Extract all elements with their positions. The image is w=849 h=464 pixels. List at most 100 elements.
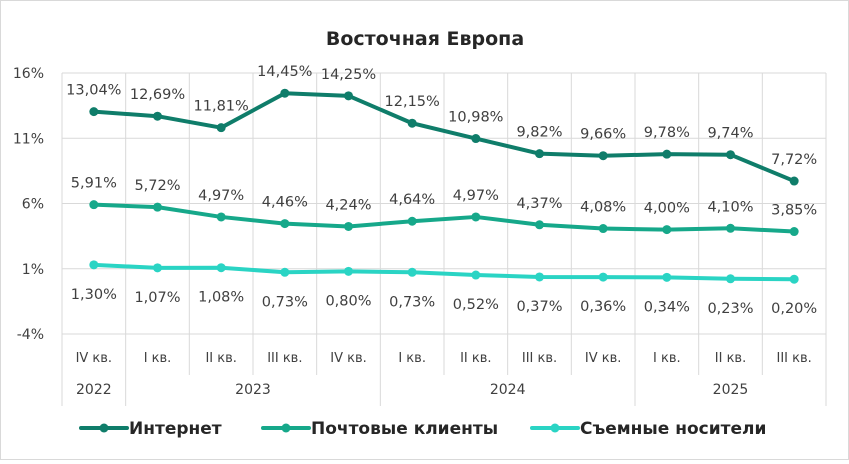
data-point xyxy=(89,107,99,117)
data-point xyxy=(726,223,735,233)
legend-label: Съемные носители xyxy=(580,419,766,439)
x-tick-label: IV кв. xyxy=(76,351,113,366)
data-point xyxy=(153,263,162,273)
data-point xyxy=(280,267,290,277)
y-tick-label: 6% xyxy=(22,197,44,213)
data-label: 1,08% xyxy=(198,290,244,306)
data-label: 4,37% xyxy=(516,196,562,212)
data-point xyxy=(535,272,544,282)
data-point xyxy=(407,216,417,226)
data-point xyxy=(535,149,544,159)
data-label: 0,80% xyxy=(325,293,371,309)
data-label: 4,97% xyxy=(453,188,499,204)
data-point xyxy=(662,149,672,159)
chart-title: Восточная Европа xyxy=(326,28,524,50)
data-label: 4,10% xyxy=(707,199,753,215)
data-point xyxy=(598,272,608,282)
x-tick-label: II кв. xyxy=(715,351,746,366)
data-label: 0,52% xyxy=(453,297,499,313)
data-point xyxy=(789,227,799,237)
data-label: 0,34% xyxy=(644,299,690,315)
data-label: 9,66% xyxy=(580,127,626,143)
data-point xyxy=(471,134,481,144)
x-tick-label: IV кв. xyxy=(330,351,367,366)
data-label: 14,45% xyxy=(257,64,312,80)
data-label: 12,15% xyxy=(385,94,440,110)
x-tick-label: I кв. xyxy=(144,351,172,366)
legend-label: Почтовые клиенты xyxy=(311,419,498,439)
data-point xyxy=(280,219,290,229)
x-tick-label: III кв. xyxy=(267,351,302,366)
x-tick-label: I кв. xyxy=(398,351,426,366)
data-point xyxy=(344,221,353,231)
data-label: 5,91% xyxy=(71,176,117,192)
data-label: 10,98% xyxy=(448,110,503,126)
x-tick-label: II кв. xyxy=(460,351,491,366)
data-point xyxy=(789,176,799,186)
data-point xyxy=(535,220,544,230)
data-point xyxy=(789,274,799,284)
data-label: 0,20% xyxy=(771,301,817,317)
data-point xyxy=(471,212,481,222)
data-point xyxy=(344,91,353,101)
data-label: 0,37% xyxy=(516,299,562,315)
data-label: 4,00% xyxy=(644,201,690,217)
data-label: 13,04% xyxy=(66,83,121,99)
legend-label: Интернет xyxy=(129,419,222,439)
x-tick-label: II кв. xyxy=(205,351,236,366)
data-label: 9,78% xyxy=(644,125,690,141)
data-point xyxy=(471,270,481,280)
data-label: 12,69% xyxy=(130,87,185,103)
legend-marker xyxy=(281,423,291,433)
data-label: 1,30% xyxy=(71,287,117,303)
year-label: 2023 xyxy=(235,382,271,398)
data-point xyxy=(89,260,99,270)
data-point xyxy=(216,212,226,222)
data-point xyxy=(407,118,417,128)
legend-item: Интернет xyxy=(79,419,222,439)
data-point xyxy=(216,263,226,273)
y-tick-label: -4% xyxy=(17,327,44,343)
legend-marker xyxy=(550,423,560,433)
legend-item: Почтовые клиенты xyxy=(261,419,498,439)
data-point xyxy=(344,266,353,276)
year-label: 2025 xyxy=(713,382,749,398)
data-label: 4,24% xyxy=(325,197,371,213)
data-point xyxy=(216,123,226,133)
data-label: 7,72% xyxy=(771,152,817,168)
data-point xyxy=(598,224,608,234)
data-point xyxy=(407,267,417,277)
data-point xyxy=(280,88,290,98)
data-label: 0,36% xyxy=(580,299,626,315)
year-label: 2022 xyxy=(76,382,112,398)
data-label: 4,97% xyxy=(198,188,244,204)
data-point xyxy=(726,150,735,160)
y-tick-label: 1% xyxy=(22,262,44,278)
year-label: 2024 xyxy=(490,382,526,398)
data-label: 4,64% xyxy=(389,192,435,208)
x-tick-label: III кв. xyxy=(777,351,812,366)
data-label: 3,85% xyxy=(771,203,817,219)
data-point xyxy=(89,200,99,210)
legend-marker xyxy=(99,423,109,433)
data-point xyxy=(153,202,162,212)
x-tick-label: III кв. xyxy=(522,351,557,366)
data-label: 0,73% xyxy=(262,294,308,310)
data-label: 9,82% xyxy=(516,125,562,141)
data-label: 0,73% xyxy=(389,294,435,310)
x-tick-label: I кв. xyxy=(653,351,681,366)
series-line xyxy=(91,91,797,184)
data-label: 5,72% xyxy=(134,178,180,194)
series-line xyxy=(91,262,797,282)
data-label: 1,07% xyxy=(134,290,180,306)
data-point xyxy=(726,274,735,284)
data-label: 4,46% xyxy=(262,195,308,211)
data-point xyxy=(662,225,672,235)
data-point xyxy=(662,272,672,282)
y-tick-label: 11% xyxy=(13,131,44,147)
data-label: 11,81% xyxy=(194,99,249,115)
data-point xyxy=(598,151,608,161)
legend-item: Съемные носители xyxy=(530,419,766,439)
